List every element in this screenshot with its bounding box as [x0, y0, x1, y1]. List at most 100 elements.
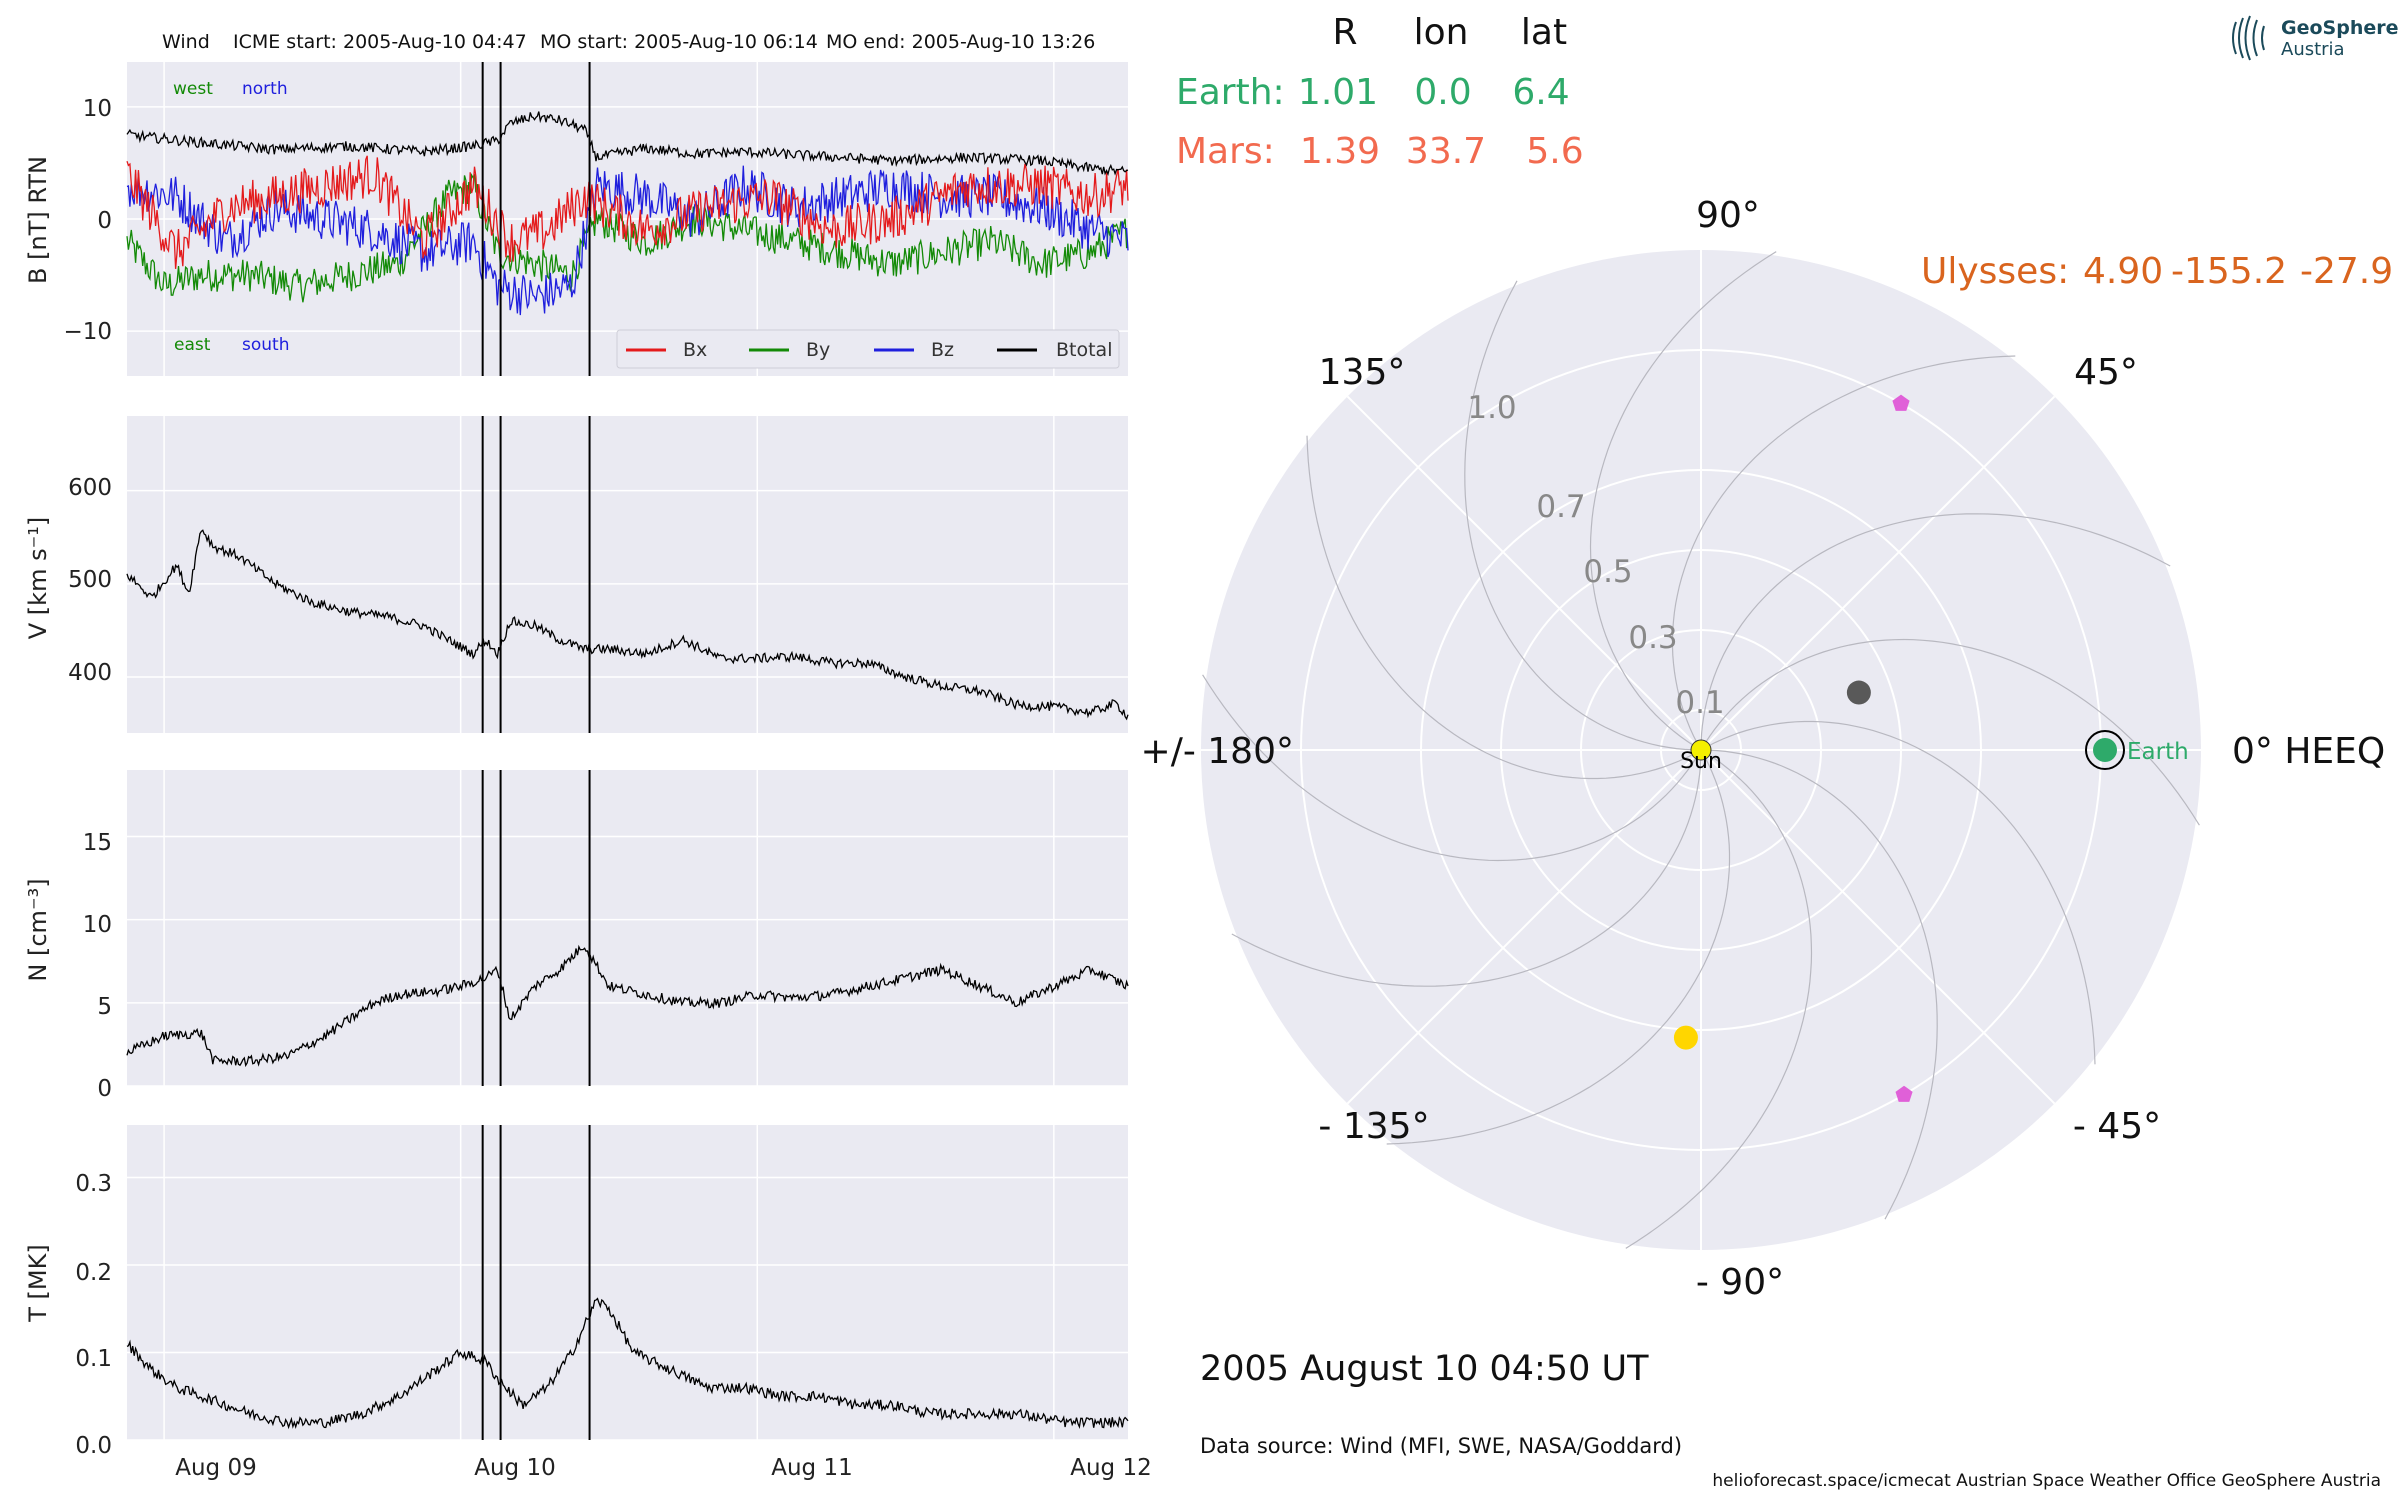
parker-spiral [1464, 280, 1694, 751]
table-header-lat: lat [1521, 12, 1567, 53]
logo-line2: Austria [2281, 39, 2345, 60]
geosphere-logo: GeoSphere Austria [2232, 15, 2399, 61]
trace-n [126, 944, 1129, 1068]
earth-label: Earth [2127, 739, 2189, 765]
mag-ytick: −10 [63, 319, 112, 345]
parker-spiral [1671, 355, 2016, 744]
mag-ytick: 10 [83, 96, 112, 122]
mercury-marker [1846, 680, 1871, 705]
temperature-ytick: 0.2 [75, 1260, 112, 1286]
speed-ytick: 600 [68, 475, 112, 501]
event-lines [481, 62, 591, 1440]
trace-v [126, 529, 1129, 721]
density-ytick: 0 [97, 1076, 112, 1102]
legend-bz-label: Bz [931, 339, 954, 361]
angle-label-neg90: - 90° [1696, 1262, 1784, 1303]
legend-by-label: By [806, 339, 830, 361]
radial-label: 0.3 [1628, 620, 1677, 656]
speed-ytick: 500 [68, 567, 112, 593]
xtick-label: Aug 10 [474, 1455, 556, 1481]
earth-lon: 0.0 [1414, 72, 1471, 113]
density-panel [127, 770, 1128, 1086]
radial-label: 0.7 [1536, 489, 1585, 525]
polar-spoke [1346, 395, 1702, 751]
ulysses-lat: -27.9 [2300, 251, 2393, 292]
angle-label-0: 0° HEEQ [2232, 731, 2385, 772]
east-label: east [174, 335, 211, 355]
north-label: north [242, 79, 288, 99]
footer-credits: helioforecast.space/icmecat Austrian Spa… [1712, 1471, 2381, 1491]
parker-spiral [1707, 720, 2096, 1065]
data-source-label: Data source: Wind (MFI, SWE, NASA/Goddar… [1200, 1434, 1682, 1458]
mars-lon: 33.7 [1406, 131, 1486, 172]
parker-spiral [1306, 435, 1695, 780]
parker-spiral [1386, 756, 1731, 1145]
mars-r: 1.39 [1300, 131, 1380, 172]
angle-label-45: 45° [2074, 352, 2138, 393]
temperature-ytick: 0.0 [75, 1433, 112, 1459]
trace-bx [126, 155, 1129, 269]
parker-spiral [1704, 638, 2200, 826]
table-header-lon: lon [1414, 12, 1469, 53]
temperature-ytick: 0.1 [75, 1346, 112, 1372]
earth-marker [2093, 738, 2117, 762]
earth-ring [2085, 730, 2125, 770]
earth-lat: 6.4 [1512, 72, 1569, 113]
temperature-ylabel: T [MK] [24, 1244, 52, 1322]
angle-label-90: 90° [1696, 195, 1760, 236]
geosphere-logo-mark [2232, 15, 2265, 61]
radial-label: 1.0 [1467, 390, 1516, 426]
venus-marker [1673, 1025, 1698, 1050]
angle-label-180: +/- 180° [1141, 731, 1294, 772]
polar-spoke [1700, 749, 2056, 1105]
parker-spiral [1700, 513, 2171, 743]
speed-ytick: 400 [68, 660, 112, 686]
mars-lat: 5.6 [1526, 131, 1583, 172]
polar-spoke [1346, 749, 1702, 1105]
data-traces [126, 111, 1129, 1430]
west-label: west [173, 79, 213, 99]
radial-label: 0.5 [1583, 554, 1632, 590]
parker-spiral [1708, 749, 1938, 1220]
trace-t [126, 1297, 1129, 1430]
earth-row-label: Earth: [1176, 72, 1285, 113]
speed-ylabel: V [km s⁻¹] [24, 517, 52, 639]
mag-ylabel: B [nT] RTN [24, 156, 52, 284]
speed-panel [127, 416, 1128, 733]
density-ytick: 5 [97, 994, 112, 1020]
south-label: south [242, 335, 289, 355]
angle-label-135: 135° [1319, 352, 1406, 393]
spacecraft-marker [1895, 1085, 1913, 1102]
density-ylabel: N [cm⁻³] [24, 878, 52, 981]
trace-btotal [126, 111, 1129, 177]
table-header-r: R [1332, 12, 1357, 53]
spacecraft-marker [1892, 394, 1910, 411]
parker-spiral [1625, 753, 1813, 1249]
xtick-label: Aug 09 [175, 1455, 257, 1481]
earth-r: 1.01 [1298, 72, 1378, 113]
trace-bz [126, 165, 1129, 316]
mag-legend [616, 329, 1120, 369]
xtick-label: Aug 11 [771, 1455, 853, 1481]
parker-spiral [1202, 674, 1698, 862]
density-ytick: 15 [83, 830, 112, 856]
ulysses-r: 4.90 [2083, 251, 2163, 292]
mars-row-label: Mars: [1176, 131, 1275, 172]
mag-ytick: 0 [97, 208, 112, 234]
polar-bodies [1673, 394, 2125, 1102]
angle-label-neg45: - 45° [2073, 1106, 2161, 1147]
density-ytick: 10 [83, 912, 112, 938]
mo-end-label: MO end: 2005-Aug-10 13:26 [826, 31, 1095, 53]
datetime-label: 2005 August 10 04:50 UT [1200, 1349, 1649, 1389]
polar-spoke [1700, 395, 2056, 751]
temperature-ytick: 0.3 [75, 1171, 112, 1197]
angle-label-neg135: - 135° [1318, 1106, 1429, 1147]
temperature-panel [127, 1125, 1128, 1440]
polar-gridlines [1201, 250, 2201, 1250]
instrument-label: Wind [162, 31, 210, 53]
panel-gridlines [127, 62, 1128, 1441]
ulysses-row-label: Ulysses: [1921, 251, 2069, 292]
xtick-label: Aug 12 [1070, 1455, 1152, 1481]
parker-spiral [1589, 251, 1777, 747]
